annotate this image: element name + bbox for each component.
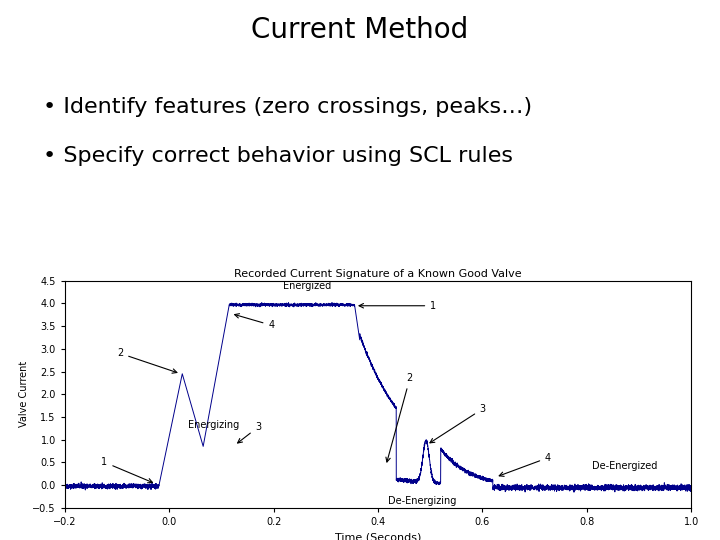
Text: 2: 2 <box>386 373 413 462</box>
Text: 1: 1 <box>102 457 153 483</box>
Text: 4: 4 <box>499 453 552 476</box>
Text: 4: 4 <box>235 314 274 330</box>
Text: Energizing: Energizing <box>188 420 239 430</box>
Text: 3: 3 <box>430 404 486 443</box>
Text: 2: 2 <box>117 348 177 373</box>
Text: Current Method: Current Method <box>251 16 469 44</box>
X-axis label: Time (Seconds): Time (Seconds) <box>335 532 421 540</box>
Y-axis label: Valve Current: Valve Current <box>19 361 30 427</box>
Text: 3: 3 <box>238 422 261 443</box>
Text: 1: 1 <box>359 301 436 310</box>
Text: • Identify features (zero crossings, peaks…): • Identify features (zero crossings, pea… <box>43 97 532 117</box>
Text: Energized: Energized <box>284 281 332 291</box>
Text: • Specify correct behavior using SCL rules: • Specify correct behavior using SCL rul… <box>43 146 513 166</box>
Title: Recorded Current Signature of a Known Good Valve: Recorded Current Signature of a Known Go… <box>234 268 522 279</box>
Text: De-Energized: De-Energized <box>592 461 657 471</box>
Text: De-Energizing: De-Energizing <box>388 496 456 507</box>
